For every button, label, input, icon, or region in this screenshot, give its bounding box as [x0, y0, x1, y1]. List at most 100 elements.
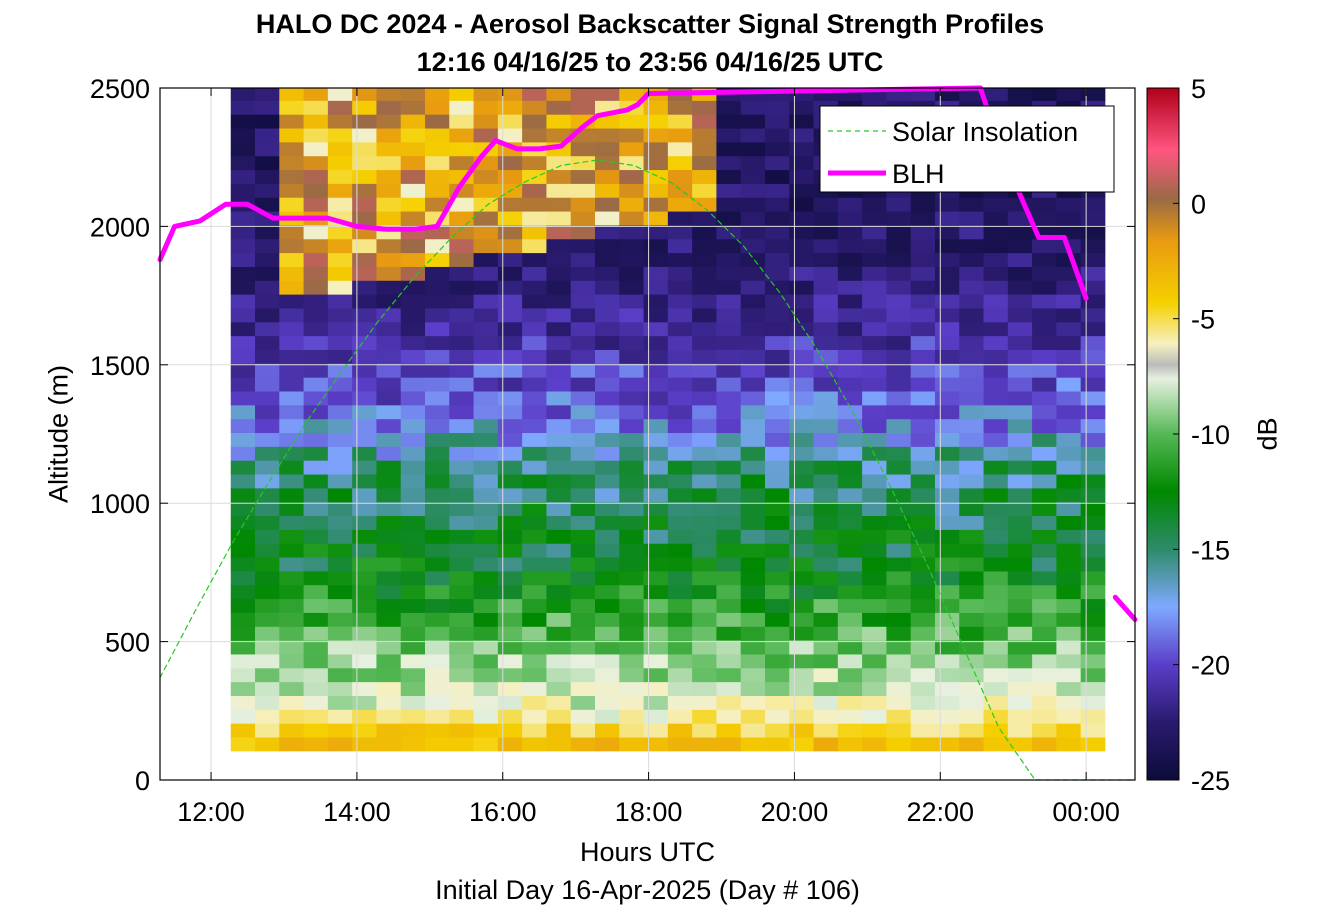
heatmap-cell [959, 308, 984, 323]
heatmap-cell [740, 114, 766, 129]
heatmap-cell [594, 709, 620, 724]
heatmap-cell [716, 543, 742, 558]
heatmap-cell [352, 501, 377, 517]
heatmap-cell [983, 321, 1009, 337]
heatmap-cell [522, 432, 547, 447]
heatmap-cell [230, 211, 256, 226]
heatmap-cell [862, 432, 887, 447]
heatmap-cell [546, 155, 572, 171]
heatmap-cell [862, 598, 887, 613]
heatmap-cell [983, 294, 1009, 309]
heatmap-cell [667, 391, 693, 406]
heatmap-cell [667, 695, 693, 710]
heatmap-cell [522, 723, 547, 738]
heatmap-cell [594, 211, 620, 226]
heatmap-cell [1056, 377, 1082, 392]
heatmap-cell [789, 515, 814, 530]
heatmap-cell [546, 640, 572, 655]
heatmap-cell [959, 557, 984, 572]
heatmap-cell [570, 225, 596, 240]
heatmap-cell [934, 626, 960, 641]
heatmap-cell [1007, 446, 1033, 461]
heatmap-cell [425, 543, 450, 558]
heatmap-cell [473, 308, 499, 323]
heatmap-cell [449, 308, 474, 323]
heatmap-cell [522, 211, 547, 226]
heatmap-cell [619, 141, 644, 157]
heatmap-cell [376, 404, 402, 420]
heatmap-cell [740, 418, 766, 434]
heatmap-cell [546, 446, 572, 461]
heatmap-cell [886, 626, 912, 641]
heatmap-cell [837, 418, 863, 434]
heatmap-cell [983, 418, 1009, 434]
heatmap-cell [255, 100, 280, 115]
heatmap-cell [279, 169, 304, 184]
heatmap-cell [862, 667, 887, 683]
heatmap-cell [643, 598, 669, 613]
heatmap-cell [1080, 529, 1106, 544]
heatmap-cell [255, 487, 280, 503]
heatmap-cell [497, 487, 523, 503]
heatmap-cell [716, 308, 742, 323]
heatmap-cell [425, 280, 450, 295]
heatmap-cell [400, 377, 426, 392]
heatmap-cell [910, 418, 936, 434]
heatmap-cell [546, 377, 572, 392]
heatmap-cell [643, 460, 669, 475]
heatmap-cell [619, 266, 644, 281]
heatmap-cell [279, 391, 304, 406]
heatmap-cell [376, 598, 402, 613]
heatmap-cell [497, 654, 523, 669]
heatmap-cell [983, 737, 1009, 752]
heatmap-cell [425, 183, 450, 198]
heatmap-cell [934, 612, 960, 627]
heatmap-cell [643, 141, 669, 157]
heatmap-cell [449, 557, 474, 572]
heatmap-cell [934, 377, 960, 392]
y-tick-label: 2500 [90, 74, 150, 104]
heatmap-cell [327, 446, 353, 461]
heatmap-cell [1032, 626, 1057, 641]
heatmap-cell [449, 709, 474, 724]
heatmap-cell [910, 225, 936, 240]
heatmap-cell [667, 197, 693, 212]
heatmap-cell [643, 681, 669, 696]
heatmap-cell [1080, 197, 1106, 212]
heatmap-cell [934, 501, 960, 517]
heatmap-cell [327, 238, 353, 254]
heatmap-cell [1007, 474, 1033, 489]
heatmap-cell [764, 404, 790, 420]
heatmap-cell [279, 709, 304, 724]
heatmap-cell [255, 640, 280, 655]
heatmap-cell [983, 695, 1009, 710]
heatmap-cell [740, 584, 766, 600]
heatmap-cell [983, 640, 1009, 655]
heatmap-cell [667, 474, 693, 489]
heatmap-cell [449, 626, 474, 641]
heatmap-cell [279, 321, 304, 337]
heatmap-cell [716, 612, 742, 627]
heatmap-cell [667, 404, 693, 420]
heatmap-cell [352, 114, 377, 129]
heatmap-cell [837, 377, 863, 392]
heatmap-cell [667, 612, 693, 627]
heatmap-cell [376, 543, 402, 558]
heatmap-cell [740, 294, 766, 309]
heatmap-cell [1056, 432, 1082, 447]
heatmap-cell [546, 197, 572, 212]
heatmap-cell [643, 197, 669, 212]
x-tick-label: 00:00 [1052, 797, 1120, 827]
heatmap-cell [764, 737, 790, 752]
heatmap-cell [740, 335, 766, 350]
heatmap-cell [546, 266, 572, 281]
x-axis-label: Hours UTC [579, 837, 715, 867]
heatmap-cell [546, 460, 572, 475]
heatmap-cell [400, 432, 426, 447]
heatmap-cell [522, 321, 547, 337]
heatmap-cell [1080, 612, 1106, 627]
heatmap-cell [716, 280, 742, 295]
heatmap-cell [522, 529, 547, 544]
heatmap-cell [837, 266, 863, 281]
heatmap-cell [327, 377, 353, 392]
